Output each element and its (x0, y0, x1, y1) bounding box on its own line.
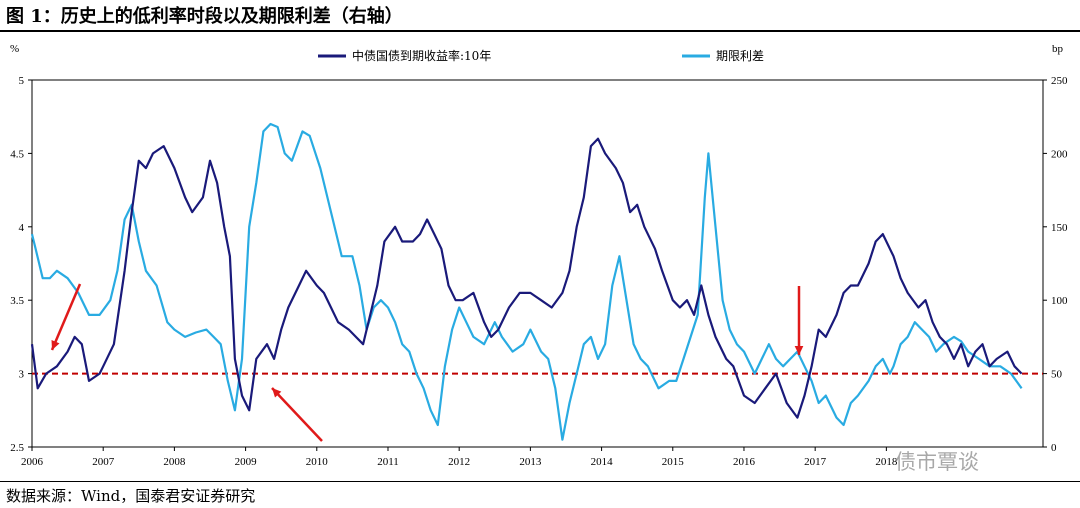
x-tick-label: 2009 (235, 456, 258, 468)
x-tick-label: 2017 (804, 456, 827, 468)
series-line-yield (30, 137, 1023, 419)
figure-title: 图 1：历史上的低利率时段以及期限利差（右轴） (6, 6, 403, 27)
watermark: 债市覃谈 (895, 450, 979, 474)
x-tick-label: 2018 (875, 456, 898, 468)
right-tick-label: 0 (1051, 442, 1057, 454)
x-tick-label: 2007 (92, 456, 115, 468)
right-tick-label: 200 (1051, 148, 1068, 160)
left-tick-label: 2.5 (10, 442, 24, 454)
left-axis-unit: % (10, 43, 19, 55)
x-tick-label: 2008 (163, 456, 186, 468)
x-tick-label: 2012 (448, 456, 470, 468)
left-tick-label: 3 (19, 369, 25, 381)
x-tick-label: 2013 (519, 456, 542, 468)
annotation-arrow-2006-shaft (50, 283, 82, 351)
right-tick-label: 100 (1051, 295, 1068, 307)
x-tick-label: 2011 (377, 456, 399, 468)
bottom-rule (0, 481, 1080, 482)
left-tick-label: 5 (19, 75, 25, 87)
legend: 中债国债到期收益率:10年 期限利差 (318, 48, 764, 63)
right-tick-label: 50 (1051, 369, 1063, 381)
x-tick-label: 2016 (733, 456, 756, 468)
legend-label-spread: 期限利差 (716, 49, 764, 63)
top-rule (0, 30, 1080, 32)
annotation-arrow-2009-shaft (271, 387, 323, 442)
plot-frame (31, 79, 1044, 448)
source-note: 数据来源：Wind，国泰君安证券研究 (6, 487, 256, 505)
right-tick-label: 150 (1051, 222, 1068, 234)
legend-label-yield: 中债国债到期收益率:10年 (352, 48, 491, 63)
x-tick-label: 2006 (21, 456, 44, 468)
left-tick-label: 3.5 (10, 295, 24, 307)
annotation-arrow-2016-head (794, 345, 804, 355)
right-axis-unit: bp (1052, 43, 1064, 55)
left-tick-label: 4.5 (10, 148, 24, 160)
annotation-arrow-2009-head (272, 388, 282, 398)
left-tick-label: 4 (19, 222, 25, 234)
x-tick-label: 2015 (662, 456, 685, 468)
right-tick-label: 250 (1051, 75, 1068, 87)
annotation-arrow-2006-head (51, 340, 60, 350)
x-tick-label: 2014 (591, 456, 614, 468)
series-line-spread (30, 122, 1023, 441)
x-tick-label: 2010 (306, 456, 329, 468)
